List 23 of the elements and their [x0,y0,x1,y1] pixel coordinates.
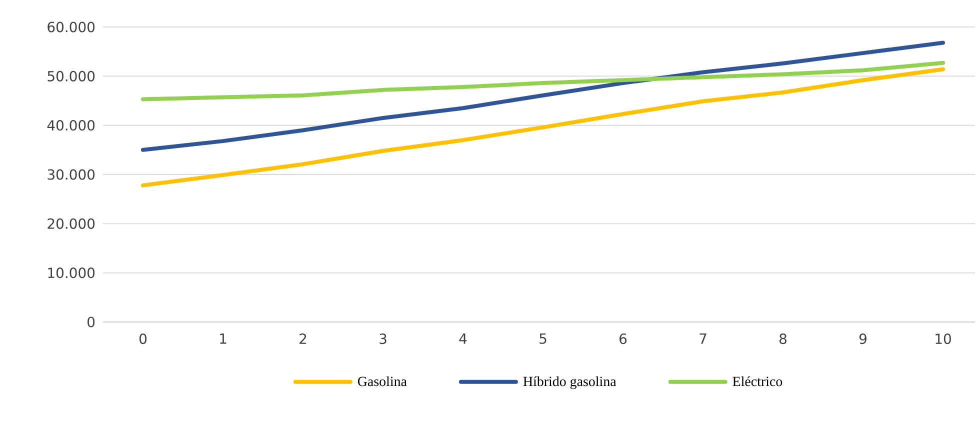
legend-label: Eléctrico [732,376,782,386]
x-tick-label: 10 [936,334,951,344]
x-tick-label: 8 [780,334,786,344]
x-tick-label: 0 [139,334,147,344]
x-tick-label: 1 [220,334,226,344]
legend-label: Gasolina [358,376,407,386]
x-tick-label: 3 [380,334,386,344]
y-tick-label: 30.000 [48,169,95,180]
line-series [141,40,946,152]
y-tick-label: 60.000 [48,22,95,32]
x-tick-label: 2 [300,334,306,344]
y-tick-label: 20.000 [48,218,95,229]
x-tick-label: 5 [540,334,546,344]
y-tick-label: 50.000 [48,70,95,82]
y-tick-label: 40.000 [47,120,95,131]
x-tick-label: 4 [459,334,467,344]
y-tick-label: 10.000 [48,268,95,278]
y-tick-label: 0 [88,316,95,328]
line-series [141,67,946,188]
x-tick-label: 7 [700,334,706,344]
x-tick-label: 6 [620,334,627,344]
legend-label: Híbrido gasolina [523,376,616,390]
x-tick-label: 9 [859,334,866,344]
